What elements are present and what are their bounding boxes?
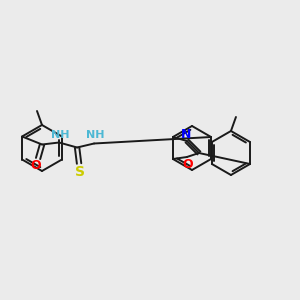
Text: O: O bbox=[183, 158, 193, 170]
Text: O: O bbox=[31, 159, 41, 172]
Text: NH: NH bbox=[51, 130, 69, 140]
Text: N: N bbox=[181, 128, 191, 140]
Text: NH: NH bbox=[86, 130, 104, 140]
Text: S: S bbox=[75, 164, 85, 178]
